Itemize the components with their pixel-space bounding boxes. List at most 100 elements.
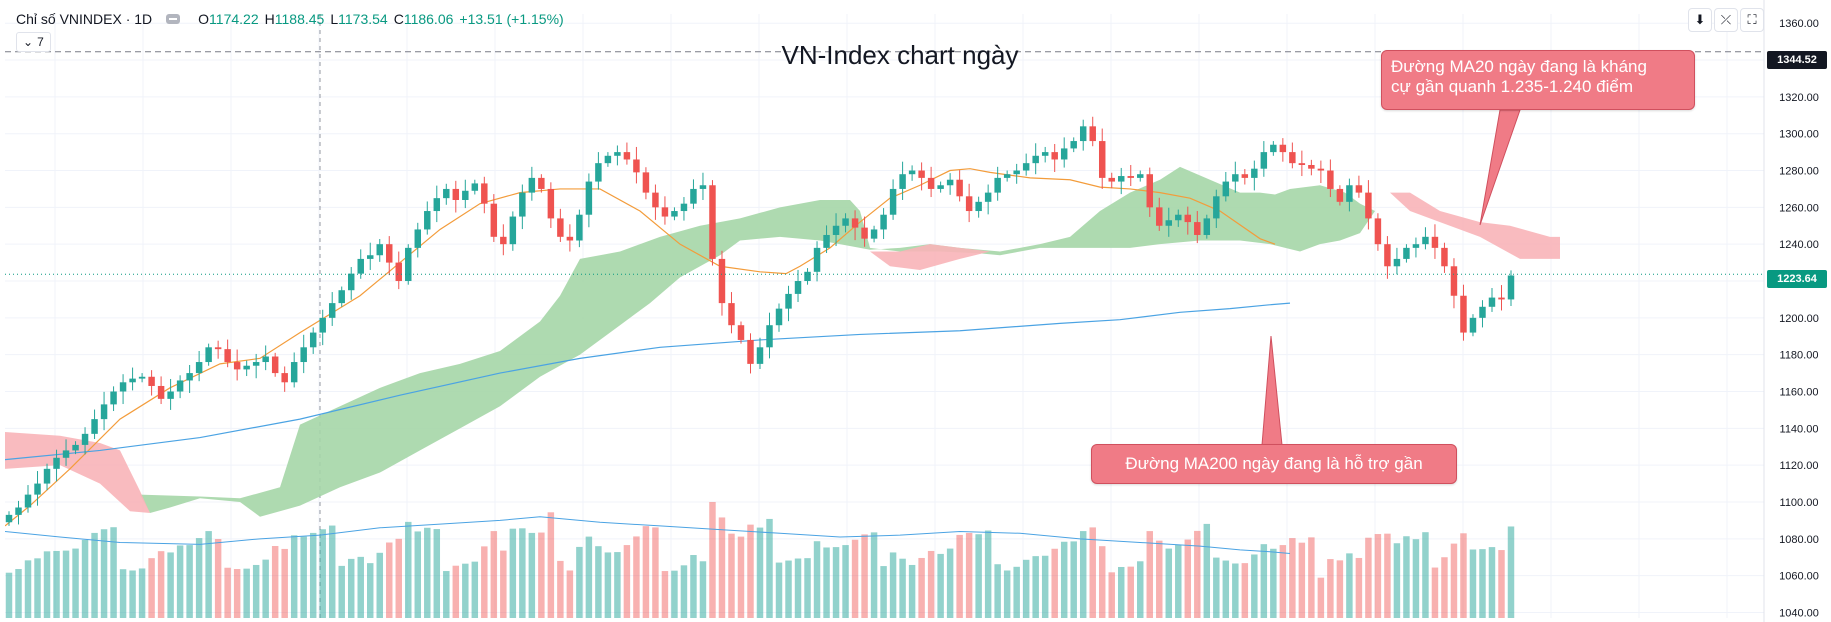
candle-body — [642, 172, 650, 193]
candle-body — [737, 325, 745, 340]
candle-body — [34, 483, 41, 495]
collapse-icon[interactable]: ⤫ — [1714, 8, 1738, 32]
candle-body — [1289, 152, 1296, 164]
indicators-toggle[interactable]: ⌄ 7 — [16, 32, 51, 52]
y-tick-label: 1120.00 — [1780, 460, 1819, 472]
candle-body — [861, 227, 868, 239]
volume-bar — [1232, 563, 1239, 618]
volume-bar — [1384, 533, 1391, 618]
candle-body — [53, 457, 60, 469]
candle-body — [319, 317, 326, 333]
ma20-callout-line1: Đường MA20 ngày đang là kháng — [1391, 57, 1647, 76]
volume-bar — [794, 558, 802, 618]
candle-body — [851, 218, 859, 228]
volume-bar — [899, 558, 906, 618]
candle-body — [1070, 141, 1077, 149]
candle-body — [338, 290, 345, 304]
volume-bar — [519, 528, 526, 618]
candle-body — [927, 177, 935, 189]
candle-body — [842, 218, 849, 226]
volume-bar — [918, 557, 925, 618]
volume-bar — [775, 562, 783, 618]
candle-body — [462, 190, 469, 200]
candle-body — [1137, 174, 1144, 178]
candle-body — [1355, 185, 1363, 193]
volume-bar — [452, 565, 460, 618]
volume-bar — [328, 525, 336, 618]
candle-body — [756, 347, 764, 364]
callout-pointers — [1261, 109, 1521, 446]
volume-bar — [1336, 560, 1344, 618]
candle-body — [1165, 220, 1173, 226]
candle-body — [1327, 170, 1334, 189]
candle-body — [1022, 163, 1030, 171]
download-icon[interactable]: ⬇ — [1688, 8, 1712, 32]
volume-average-line — [5, 516, 1291, 555]
y-tick-label: 1160.00 — [1780, 387, 1819, 399]
volume-bar — [91, 532, 98, 618]
volume-bar — [861, 534, 868, 618]
volume-bar — [1079, 531, 1087, 618]
candle-body — [433, 198, 441, 212]
candle-body — [1156, 207, 1163, 226]
candle-body — [1317, 168, 1325, 171]
y-tick-label: 1040.00 — [1779, 607, 1819, 619]
volume-bar — [1365, 537, 1372, 618]
ma20-line — [5, 168, 1276, 527]
volume-bar — [737, 536, 745, 618]
candle-body — [1336, 188, 1344, 202]
volume-bar — [1450, 543, 1458, 618]
volume-bar — [62, 550, 70, 618]
candle-body — [205, 347, 212, 363]
candle-body — [557, 218, 564, 237]
volume-bar — [1156, 540, 1163, 618]
candle-body — [813, 247, 821, 272]
candle-body — [43, 468, 51, 484]
volume-bar — [566, 570, 574, 618]
candle-body — [1251, 168, 1258, 178]
volume-bar — [186, 545, 193, 618]
volume-bar — [927, 550, 935, 618]
low-value: 1173.54 — [338, 11, 388, 27]
volume-bar — [252, 564, 260, 618]
volume-bar — [15, 569, 22, 618]
fullscreen-icon[interactable]: ⛶ — [1740, 8, 1764, 32]
high-value: 1188.45 — [274, 11, 325, 27]
volume-bar — [1479, 549, 1486, 618]
hide-icon[interactable] — [166, 14, 181, 24]
volume-bar — [1003, 570, 1011, 618]
volume-bar — [1251, 554, 1258, 618]
ma200-callout-text: Đường MA200 ngày đang là hỗ trợ gần — [1125, 454, 1423, 473]
volume-bar — [1041, 555, 1049, 618]
volume-bar — [785, 560, 792, 618]
volume-bar — [1260, 544, 1268, 618]
candle-body — [395, 262, 402, 282]
volume-bar — [680, 565, 688, 618]
volume-bar — [271, 545, 279, 618]
candle-body — [1431, 236, 1439, 248]
candle-body — [72, 444, 79, 451]
volume-bar — [1460, 533, 1467, 618]
candle-body — [1498, 297, 1505, 300]
candle-body — [328, 303, 336, 318]
candle-body — [405, 247, 412, 282]
candle-body — [994, 177, 1001, 193]
low-label: L — [330, 11, 339, 27]
volume-bar — [1441, 557, 1448, 618]
candle-body — [528, 177, 536, 193]
candle-body — [832, 225, 840, 235]
candle-body — [1146, 174, 1153, 208]
y-tick-label: 1360.00 — [1779, 18, 1819, 30]
candle-body — [1450, 266, 1458, 296]
candle-body — [1308, 165, 1315, 169]
volume-bar — [386, 542, 393, 618]
symbol-label[interactable]: Chỉ số VNINDEX · 1D — [16, 11, 153, 27]
candle-body — [633, 159, 640, 173]
volume-bar — [443, 571, 450, 618]
candle-body — [100, 404, 108, 420]
volume-bar — [766, 518, 773, 618]
candle-body — [290, 362, 298, 383]
volume-bar — [889, 552, 897, 618]
candle-body — [262, 356, 269, 363]
